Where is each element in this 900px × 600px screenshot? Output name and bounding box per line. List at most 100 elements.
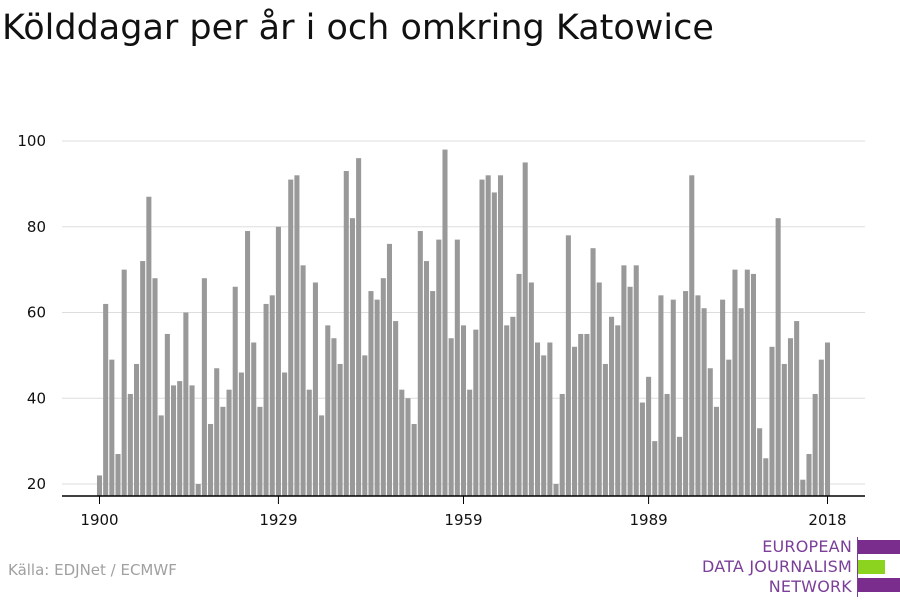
bar-1906	[133, 363, 140, 496]
bar-1967	[510, 316, 516, 496]
bar-1902	[109, 359, 115, 496]
bar-1927	[263, 303, 269, 496]
bar-1994	[676, 436, 682, 496]
bar-1971	[535, 342, 541, 496]
bar-1914	[183, 312, 189, 496]
bar-1938	[331, 338, 337, 496]
bar-2006	[750, 273, 756, 496]
bar-1944	[368, 291, 374, 496]
bar-1975	[559, 393, 565, 496]
bar-1935	[312, 282, 318, 496]
bar-1983	[609, 316, 615, 496]
bar-2012	[787, 338, 794, 496]
bar-1920	[220, 406, 226, 496]
bar-1949	[399, 389, 405, 496]
bar-1962	[479, 179, 485, 496]
bar-1916	[195, 484, 201, 496]
bar-1925	[251, 342, 257, 496]
bar-2009	[769, 346, 775, 496]
bar-1974	[553, 484, 559, 496]
bar-2008	[763, 458, 769, 496]
bar-1993	[670, 299, 676, 496]
bar-2001	[720, 299, 726, 496]
bar-1909	[152, 278, 158, 496]
bar-1915	[189, 385, 195, 496]
bar-1989	[646, 376, 652, 496]
bar-1904	[121, 269, 127, 497]
bar-1945	[374, 299, 380, 496]
bar-1953	[423, 261, 430, 496]
bar-1959	[460, 325, 467, 496]
bar-1936	[319, 415, 325, 496]
bar-1912	[171, 385, 177, 496]
edjnet-logo: EUROPEAN DATA JOURNALISM NETWORK	[700, 537, 900, 597]
bar-1929	[275, 226, 281, 496]
bar-2010	[775, 218, 781, 496]
bar-2007	[757, 428, 763, 496]
bar-1998	[701, 308, 707, 496]
bar-1966	[504, 325, 510, 496]
bar-1990	[652, 441, 658, 497]
bar-2004	[738, 308, 744, 496]
logo-line-2: DATA JOURNALISM	[702, 557, 852, 576]
bar-1924	[245, 231, 251, 497]
bar-1956	[442, 149, 448, 496]
bar-1985	[621, 265, 627, 496]
bar-1982	[602, 363, 608, 496]
bar-1940	[343, 171, 349, 496]
bar-1943	[362, 355, 368, 497]
bar-1978	[578, 333, 584, 496]
bars	[96, 149, 831, 497]
bar-1965	[497, 175, 504, 497]
bar-2017	[818, 359, 824, 496]
logo-bar-middle	[858, 560, 885, 574]
bar-1960	[467, 389, 473, 496]
bar-1986	[627, 286, 633, 496]
bar-1918	[208, 423, 214, 496]
bar-1930	[282, 372, 288, 496]
bar-1900	[96, 475, 103, 496]
bar-1939	[337, 363, 343, 496]
bar-1931	[288, 179, 294, 496]
bar-1926	[257, 406, 263, 496]
bar-1903	[115, 453, 121, 496]
bar-2016	[812, 393, 818, 496]
bar-2005	[744, 269, 750, 497]
bar-1919	[214, 368, 220, 496]
bar-1964	[491, 192, 497, 496]
bar-1947	[386, 243, 392, 496]
bar-2018	[824, 342, 831, 496]
bar-2011	[781, 363, 787, 496]
y-tick-label-100: 100	[17, 132, 46, 150]
bar-1911	[164, 333, 170, 496]
bar-1907	[140, 261, 146, 496]
bar-1969	[522, 162, 528, 496]
bar-1980	[590, 248, 596, 496]
x-axis-ticks	[99, 496, 828, 504]
bar-1984	[615, 325, 621, 496]
y-tick-label-80: 80	[27, 218, 46, 236]
y-axis-tick-labels: 20 40 60 80 100	[17, 132, 46, 493]
bar-1910	[158, 415, 164, 496]
bar-1908	[146, 196, 152, 497]
bar-1921	[226, 389, 232, 496]
bar-1952	[417, 231, 423, 497]
bar-1976	[565, 235, 571, 496]
bar-2013	[794, 321, 800, 496]
bar-1987	[633, 265, 639, 496]
bar-1958	[454, 239, 460, 497]
bar-1917	[201, 278, 207, 496]
x-tick-label-1929: 1929	[259, 511, 297, 529]
x-tick-label-1959: 1959	[444, 511, 482, 529]
bar-1981	[596, 282, 602, 496]
bar-1942	[356, 158, 362, 496]
chart-title: Kölddagar per år i och omkring Katowice	[2, 8, 714, 48]
y-tick-label-20: 20	[27, 475, 46, 493]
bar-1913	[177, 381, 183, 496]
bar-1972	[541, 355, 547, 497]
bar-1954	[430, 291, 436, 496]
x-tick-label-1989: 1989	[629, 511, 667, 529]
source-note: Källa: EDJNet / ECMWF	[8, 561, 177, 579]
logo-line-3: NETWORK	[768, 577, 852, 596]
x-tick-label-1900: 1900	[80, 511, 118, 529]
